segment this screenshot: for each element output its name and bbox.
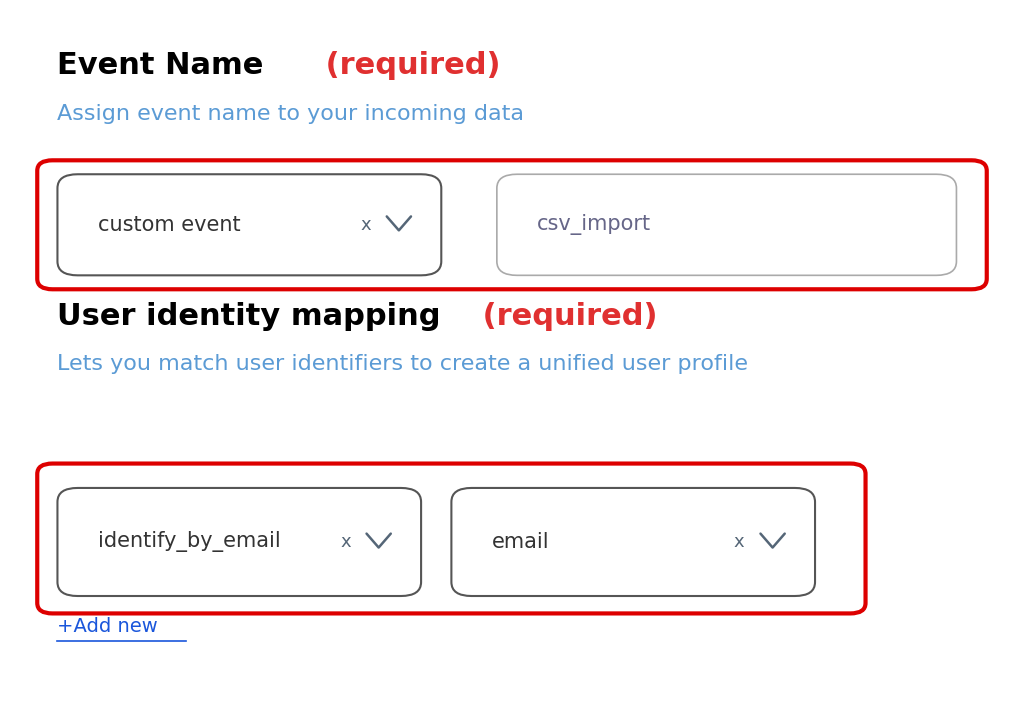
Text: identify_by_email: identify_by_email <box>98 532 281 552</box>
Text: custom event: custom event <box>98 215 241 235</box>
Text: x: x <box>340 533 350 551</box>
Text: Event Name: Event Name <box>57 51 264 80</box>
Text: x: x <box>360 216 371 234</box>
Text: Assign event name to your incoming data: Assign event name to your incoming data <box>57 104 524 124</box>
Text: +Add new: +Add new <box>57 617 158 636</box>
Text: (required): (required) <box>315 51 501 80</box>
FancyBboxPatch shape <box>57 174 441 275</box>
FancyBboxPatch shape <box>57 488 421 596</box>
Text: Lets you match user identifiers to create a unified user profile: Lets you match user identifiers to creat… <box>57 353 749 373</box>
FancyBboxPatch shape <box>452 488 815 596</box>
Text: csv_import: csv_import <box>538 214 651 235</box>
Text: email: email <box>492 532 550 552</box>
FancyBboxPatch shape <box>497 174 956 275</box>
Text: (required): (required) <box>472 302 657 331</box>
Text: User identity mapping: User identity mapping <box>57 302 441 331</box>
Text: x: x <box>734 533 744 551</box>
